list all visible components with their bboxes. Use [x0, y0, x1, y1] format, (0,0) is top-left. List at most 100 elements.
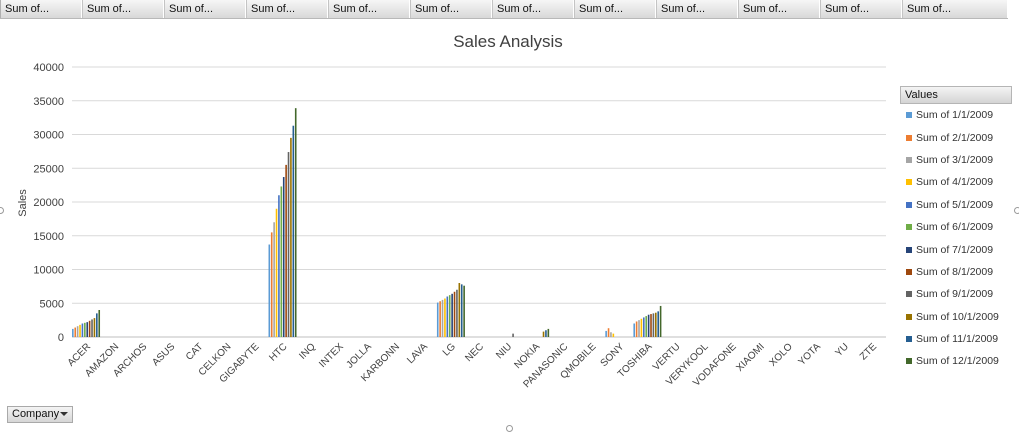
- bar: [633, 323, 636, 337]
- bar: [79, 324, 81, 337]
- legend-label: Sum of 7/1/2009: [916, 243, 994, 256]
- bar: [607, 328, 610, 337]
- bar: [635, 321, 638, 337]
- bar: [655, 312, 657, 337]
- bar: [74, 327, 77, 337]
- bar: [268, 244, 271, 337]
- legend-item: Sum of 2/1/2009: [900, 126, 1012, 148]
- bar: [444, 298, 446, 337]
- legend-swatch: [906, 336, 912, 343]
- pivot-field-button[interactable]: Sum of...: [902, 0, 1008, 18]
- y-tick-label: 15000: [33, 231, 64, 243]
- bar: [463, 285, 465, 337]
- x-tick-label: ZTE: [858, 341, 879, 362]
- legend-label: Sum of 8/1/2009: [916, 265, 994, 278]
- resize-handle-right-icon[interactable]: [1014, 207, 1019, 214]
- x-tick-label: INTEX: [317, 341, 346, 370]
- bar: [542, 331, 545, 337]
- legend-title-button[interactable]: Values: [900, 86, 1012, 104]
- bar: [81, 323, 84, 337]
- pivot-field-button[interactable]: Sum of...: [246, 0, 328, 18]
- pivot-field-button[interactable]: Sum of...: [328, 0, 410, 18]
- bar: [91, 319, 93, 337]
- resize-handle-left-icon[interactable]: [0, 207, 4, 214]
- bar: [282, 177, 285, 337]
- bar: [512, 333, 514, 338]
- x-tick-label: HTC: [267, 341, 289, 363]
- legend-label: Sum of 1/1/2009: [916, 109, 994, 122]
- bar: [280, 186, 283, 337]
- gridlines: [72, 66, 886, 338]
- legend-swatch: [906, 112, 912, 119]
- bar: [273, 222, 275, 337]
- y-tick-label: 0: [58, 332, 64, 344]
- bar: [76, 326, 79, 337]
- legend-item: Sum of 8/1/2009: [900, 261, 1012, 283]
- x-tick-label: LAVA: [405, 341, 430, 366]
- pivot-field-button[interactable]: Sum of...: [492, 0, 574, 18]
- legend-items: Sum of 1/1/2009 Sum of 2/1/2009 Sum of 3/1…: [900, 104, 1012, 373]
- bar: [451, 293, 453, 337]
- pivot-field-button[interactable]: Sum of...: [574, 0, 656, 18]
- bar: [96, 313, 98, 338]
- legend: Values Sum of 1/1/2009 Sum of 2/1/2009 Sum…: [900, 86, 1012, 373]
- legend-label: Sum of 12/1/2009: [916, 355, 999, 368]
- bar: [647, 314, 650, 337]
- bar: [657, 311, 660, 337]
- bar: [458, 283, 461, 337]
- pivot-field-button[interactable]: Sum of...: [656, 0, 738, 18]
- bar: [287, 152, 290, 337]
- bar: [612, 333, 615, 338]
- legend-swatch: [906, 156, 912, 163]
- pivot-field-button[interactable]: Sum of...: [82, 0, 164, 18]
- legend-label: Sum of 6/1/2009: [916, 221, 994, 234]
- legend-swatch: [906, 246, 912, 253]
- bar: [547, 328, 550, 337]
- bar: [545, 330, 547, 337]
- x-tick-label: NIU: [494, 341, 514, 361]
- legend-item: Sum of 5/1/2009: [900, 194, 1012, 216]
- bar: [436, 302, 439, 337]
- pivot-field-bar: Sum of... Sum of... Sum of... Sum of... Sum …: [0, 0, 1008, 19]
- legend-swatch: [906, 224, 912, 231]
- pivot-field-button[interactable]: Sum of...: [820, 0, 902, 18]
- pivot-field-button[interactable]: Sum of...: [410, 0, 492, 18]
- x-tick-label: YU: [833, 341, 851, 359]
- x-tick-label: LG: [441, 341, 458, 358]
- bar: [278, 195, 280, 337]
- legend-label: Sum of 11/1/2009: [916, 333, 999, 346]
- bar: [275, 208, 278, 337]
- company-field-button[interactable]: Company: [7, 406, 73, 423]
- legend-swatch: [906, 358, 912, 365]
- legend-item: Sum of 4/1/2009: [900, 171, 1012, 193]
- x-tick-label: YOTA: [796, 341, 823, 368]
- bar: [605, 330, 607, 337]
- bar: [98, 310, 101, 337]
- bar: [448, 295, 451, 337]
- bar: [84, 322, 86, 337]
- bar: [93, 318, 96, 337]
- pivot-field-button[interactable]: Sum of...: [738, 0, 820, 18]
- pivot-field-button[interactable]: Sum of...: [0, 0, 82, 18]
- legend-swatch: [906, 268, 912, 275]
- legend-label: Sum of 2/1/2009: [916, 131, 994, 144]
- legend-item: Sum of 10/1/2009: [900, 306, 1012, 328]
- legend-label: Sum of 5/1/2009: [916, 198, 994, 211]
- bar: [652, 313, 655, 338]
- y-tick-label: 25000: [33, 163, 64, 175]
- bar: [72, 328, 74, 337]
- y-tick-label: 20000: [33, 197, 64, 209]
- bar: [453, 291, 456, 337]
- legend-label: Sum of 10/1/2009: [916, 310, 999, 323]
- legend-label: Sum of 9/1/2009: [916, 288, 994, 301]
- bar: [88, 320, 91, 337]
- bar: [446, 296, 449, 337]
- pivot-field-button[interactable]: Sum of...: [164, 0, 246, 18]
- bar: [645, 316, 648, 337]
- x-tick-label: INQ: [297, 341, 318, 362]
- legend-swatch: [906, 313, 912, 320]
- legend-item: Sum of 1/1/2009: [900, 104, 1012, 126]
- bar: [640, 318, 643, 337]
- bars: [72, 108, 662, 338]
- legend-item: Sum of 6/1/2009: [900, 216, 1012, 238]
